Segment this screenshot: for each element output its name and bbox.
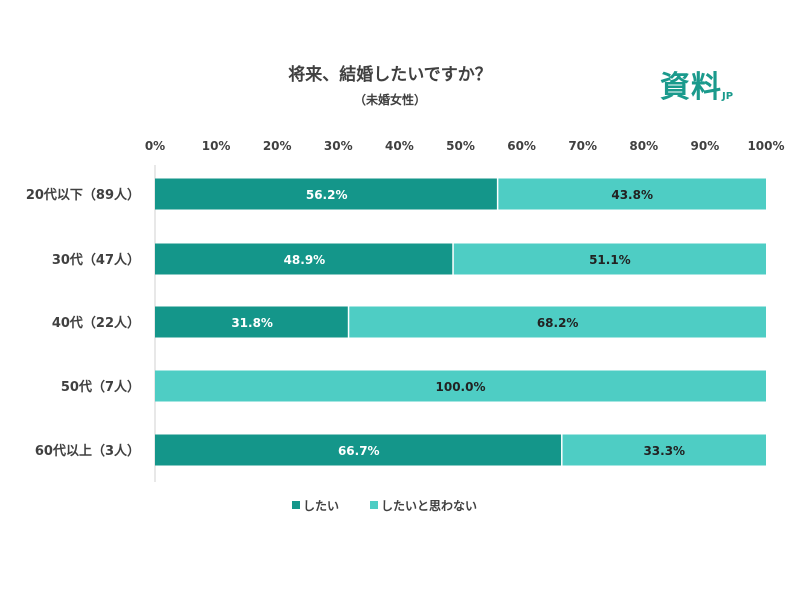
bar-segment [155, 434, 562, 466]
legend-label: したい [303, 499, 339, 513]
legend-swatch [292, 501, 300, 509]
chart-subtitle: （未婚女性） [354, 92, 426, 107]
x-tick-label: 90% [691, 139, 720, 153]
bar-segment [155, 178, 497, 210]
legend-label: したいと思わない [381, 499, 477, 513]
logo-text: 資料 [660, 70, 722, 105]
x-tick-label: 70% [568, 139, 597, 153]
category-label: 20代以下（89人） [26, 187, 140, 203]
bar-segment [453, 243, 766, 275]
category-label: 40代（22人） [52, 315, 140, 331]
logo: 資料 JP [660, 62, 733, 106]
logo-suffix: JP [722, 91, 734, 102]
x-tick-label: 80% [629, 139, 658, 153]
data-label: 56.2% [306, 188, 348, 202]
category-label: 30代（47人） [52, 252, 140, 268]
bar-segment [562, 434, 766, 466]
category-label: 50代（7人） [61, 379, 140, 395]
data-label: 100.0% [436, 380, 486, 394]
data-label: 33.3% [643, 444, 685, 458]
x-tick-label: 60% [507, 139, 536, 153]
x-tick-label: 30% [324, 139, 353, 153]
bar-segment [155, 243, 453, 275]
bar-segment [349, 306, 766, 338]
x-tick-label: 100% [747, 139, 784, 153]
data-label: 66.7% [338, 444, 380, 458]
x-tick-label: 40% [385, 139, 414, 153]
x-tick-label: 0% [145, 139, 165, 153]
bar-segment [155, 306, 348, 338]
x-tick-label: 20% [263, 139, 292, 153]
x-tick-label: 10% [202, 139, 231, 153]
chart-title: 将来、結婚したいですか？ [288, 64, 492, 85]
data-label: 51.1% [589, 253, 631, 267]
data-label: 31.8% [231, 316, 273, 330]
category-label: 60代以上（3人） [35, 443, 140, 459]
data-label: 48.9% [284, 253, 326, 267]
x-tick-label: 50% [446, 139, 475, 153]
data-label: 68.2% [537, 316, 579, 330]
data-label: 43.8% [611, 188, 653, 202]
bar-segment [155, 370, 766, 402]
legend-swatch [370, 501, 378, 509]
bar-segment [498, 178, 766, 210]
